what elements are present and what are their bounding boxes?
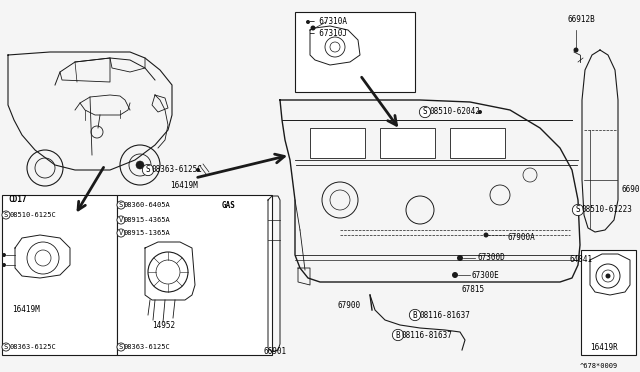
Text: 66900: 66900 [622,186,640,195]
Text: 08510-61223: 08510-61223 [582,205,633,215]
Bar [380,128,435,158]
Text: 64841: 64841 [570,256,593,264]
Text: S: S [422,108,428,116]
Bar [581,250,636,355]
Text: V: V [119,230,123,236]
Bar [117,195,272,355]
Text: 08363-6125C: 08363-6125C [152,166,203,174]
Bar [450,128,505,158]
Text: S: S [4,212,8,218]
Circle shape [306,20,310,24]
Circle shape [136,161,144,169]
Bar [2,195,117,355]
Text: 08363-6125C: 08363-6125C [124,344,171,350]
Text: 16419M: 16419M [170,180,198,189]
Bar [295,12,415,92]
Text: — 67310J: — 67310J [310,29,347,38]
Text: 67900A: 67900A [508,232,536,241]
Text: 67300D: 67300D [477,253,505,263]
Circle shape [2,263,6,267]
Text: 67300E: 67300E [472,270,500,279]
Text: 66912B: 66912B [567,16,595,25]
Text: S: S [146,166,150,174]
Bar [310,128,365,158]
Text: B: B [396,330,400,340]
Circle shape [605,273,611,279]
Text: S: S [119,202,123,208]
Circle shape [452,272,458,278]
Text: 67815: 67815 [462,285,485,295]
Text: 08360-6405A: 08360-6405A [124,202,171,208]
Text: B: B [413,311,417,320]
Text: GAS: GAS [222,201,236,209]
Text: 08915-4365A: 08915-4365A [124,217,171,223]
Text: 08116-81637: 08116-81637 [402,330,453,340]
Text: S: S [576,205,580,215]
Text: — 67310A: — 67310A [310,17,347,26]
Text: S: S [4,344,8,350]
Text: 08510-6125C: 08510-6125C [9,212,56,218]
Text: 08510-62042: 08510-62042 [429,108,480,116]
Circle shape [457,255,463,261]
Circle shape [196,168,200,172]
Circle shape [310,26,316,31]
Circle shape [573,48,579,52]
Text: 16419M: 16419M [12,305,40,314]
Text: 66901: 66901 [264,347,287,356]
Text: ^678*0009: ^678*0009 [580,363,618,369]
Circle shape [478,110,482,114]
Text: 08363-6125C: 08363-6125C [9,344,56,350]
Circle shape [2,253,6,257]
Text: 14952: 14952 [152,321,175,330]
Text: V: V [119,217,123,223]
Text: 08915-1365A: 08915-1365A [124,230,171,236]
Circle shape [483,232,488,237]
Text: 67900: 67900 [338,301,361,310]
Text: S: S [119,344,123,350]
Text: 16419R: 16419R [590,343,618,353]
Text: 08116-81637: 08116-81637 [419,311,470,320]
Text: CD17: CD17 [8,196,26,205]
